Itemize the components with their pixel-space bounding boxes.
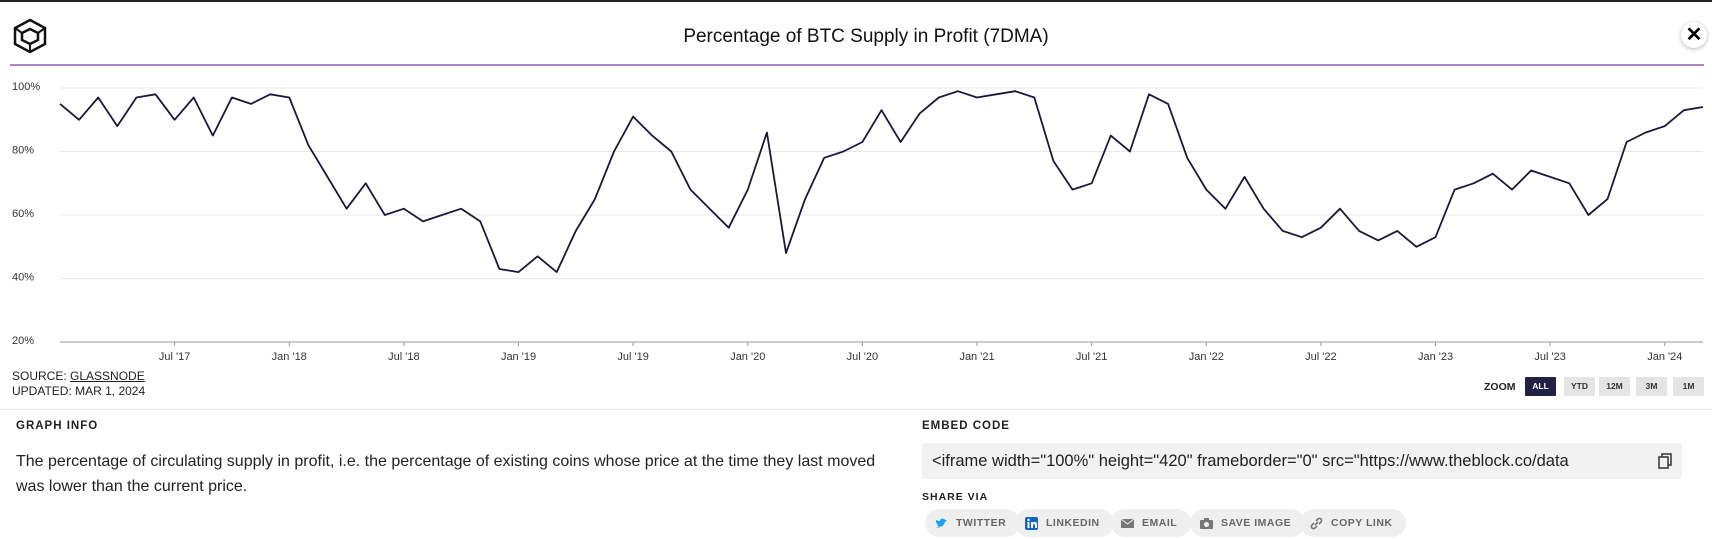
share-icon bbox=[1121, 518, 1134, 528]
y-tick-label: 60% bbox=[12, 208, 34, 220]
share-button[interactable]: TWITTER bbox=[925, 509, 1021, 537]
y-tick-label: 100% bbox=[12, 81, 40, 93]
share-label: TWITTER bbox=[956, 517, 1007, 529]
share-icon bbox=[1025, 516, 1038, 530]
updated: UPDATED: MAR 1, 2024 bbox=[12, 384, 146, 398]
y-tick-label: 40% bbox=[12, 271, 34, 283]
graph-info-text: The percentage of circulating supply in … bbox=[16, 453, 876, 495]
source-label: SOURCE: bbox=[12, 369, 67, 383]
share-button[interactable]: SAVE IMAGE bbox=[1190, 509, 1306, 537]
x-tick-label: Jul '17 bbox=[159, 351, 190, 362]
share-title: SHARE VIA bbox=[922, 491, 989, 503]
embed-code: <iframe width="100%" height="420" frameb… bbox=[932, 452, 1569, 470]
data-line bbox=[59, 90, 1704, 273]
share-label: COPY LINK bbox=[1331, 517, 1393, 529]
source: SOURCE: GLASSNODE bbox=[12, 369, 145, 383]
x-tick-label: Jan '23 bbox=[1418, 351, 1453, 362]
share-label: EMAIL bbox=[1142, 517, 1178, 529]
zoom-button[interactable]: 12M bbox=[1599, 377, 1630, 396]
chart-title: Percentage of BTC Supply in Profit (7DMA… bbox=[683, 26, 1048, 47]
copy-icon[interactable] bbox=[1658, 453, 1672, 469]
share-label: SAVE IMAGE bbox=[1221, 517, 1292, 529]
x-tick-label: Jul '21 bbox=[1076, 351, 1107, 362]
logo[interactable] bbox=[12, 18, 48, 54]
share-button[interactable]: LINKEDIN bbox=[1015, 509, 1114, 537]
x-tick-label: Jan '22 bbox=[1189, 351, 1224, 362]
x-tick-label: Jan '18 bbox=[272, 351, 307, 362]
x-tick-label: Jul '22 bbox=[1305, 351, 1336, 362]
share-label: LINKEDIN bbox=[1046, 517, 1100, 529]
graph-info-title: GRAPH INFO bbox=[16, 420, 99, 432]
share-icon bbox=[935, 518, 947, 528]
x-tick-label: Jan '19 bbox=[501, 351, 536, 362]
y-tick-label: 80% bbox=[12, 144, 34, 156]
x-tick-label: Jul '19 bbox=[617, 351, 648, 362]
separator bbox=[0, 409, 1712, 410]
zoom-button[interactable]: 1M bbox=[1673, 377, 1704, 396]
share-button[interactable]: COPY LINK bbox=[1300, 509, 1407, 537]
x-tick-label: Jan '24 bbox=[1647, 351, 1682, 362]
share-button[interactable]: EMAIL bbox=[1111, 509, 1192, 537]
zoom-button[interactable]: ALL bbox=[1525, 377, 1556, 396]
zoom-button[interactable]: 3M bbox=[1636, 377, 1667, 396]
close-button[interactable]: ✕ bbox=[1681, 22, 1707, 48]
zoom-label: ZOOM bbox=[1484, 381, 1516, 393]
zoom-button[interactable]: YTD bbox=[1564, 377, 1595, 396]
x-tick-label: Jan '20 bbox=[730, 351, 765, 362]
chart: Percentage of BTC Supply in Profit (7DMA… bbox=[10, 26, 1704, 362]
share-icon bbox=[1310, 517, 1323, 529]
share-icon bbox=[1200, 517, 1213, 529]
x-tick-label: Jan '21 bbox=[959, 351, 994, 362]
x-tick-label: Jul '20 bbox=[847, 351, 878, 362]
source-link[interactable]: GLASSNODE bbox=[70, 369, 145, 383]
embed-title: EMBED CODE bbox=[922, 420, 1010, 432]
y-tick-label: 20% bbox=[12, 335, 34, 347]
x-tick-label: Jul '23 bbox=[1534, 351, 1565, 362]
embed-box[interactable]: <iframe width="100%" height="420" frameb… bbox=[922, 443, 1682, 479]
x-tick-label: Jul '18 bbox=[388, 351, 419, 362]
